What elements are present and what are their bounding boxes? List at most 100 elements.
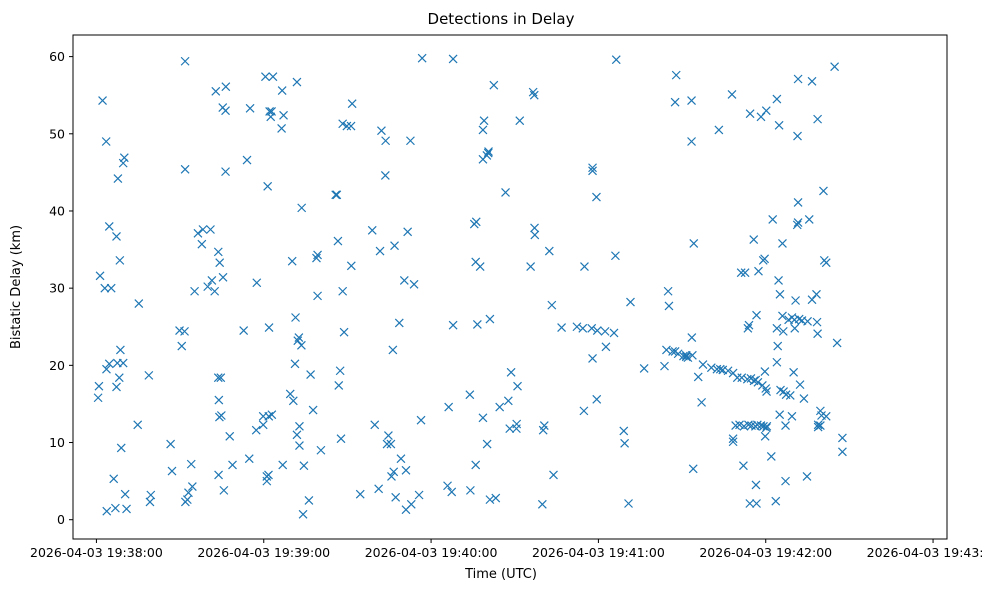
data-point-marker: [414, 490, 424, 500]
data-point-marker: [738, 461, 748, 471]
data-point-marker: [312, 253, 321, 263]
data-point-marker: [206, 225, 215, 234]
data-point-marker: [785, 391, 795, 400]
data-point-marker: [316, 445, 326, 455]
data-point-marker: [549, 470, 558, 480]
data-point-marker: [485, 314, 495, 324]
data-point-marker: [338, 119, 348, 129]
chart-title: Detections in Delay: [428, 10, 575, 28]
data-point-marker: [102, 364, 111, 374]
data-point-marker: [295, 421, 304, 431]
data-point-marker: [339, 327, 349, 337]
data-point-marker: [213, 373, 223, 383]
data-point-marker: [609, 328, 619, 338]
data-point-marker: [277, 86, 287, 95]
data-point-marker: [221, 167, 230, 177]
data-point-marker: [346, 261, 356, 271]
data-point-marker: [475, 262, 485, 271]
data-point-marker: [774, 276, 783, 285]
data-points: [93, 53, 847, 519]
data-point-marker: [673, 349, 683, 359]
data-point-marker: [813, 420, 823, 430]
data-point-marker: [180, 56, 190, 66]
data-point-marker: [610, 251, 620, 261]
data-point-marker: [813, 329, 823, 339]
data-point-marker: [291, 313, 300, 322]
data-point-marker: [98, 96, 107, 106]
data-point-marker: [761, 106, 771, 116]
data-point-marker: [116, 443, 126, 453]
data-point-marker: [102, 506, 112, 516]
data-point-marker: [787, 411, 797, 421]
data-point-marker: [406, 499, 416, 509]
y-tick-label: 10: [49, 435, 65, 450]
data-point-marker: [146, 490, 156, 500]
data-point-marker: [292, 430, 302, 440]
data-point-marker: [177, 341, 187, 351]
data-point-marker: [706, 363, 716, 373]
data-point-marker: [203, 282, 213, 292]
data-point-marker: [813, 114, 823, 124]
data-point-marker: [264, 470, 273, 480]
data-point-marker: [762, 387, 771, 397]
data-point-marker: [832, 338, 842, 348]
data-point-marker: [624, 499, 633, 508]
x-tick-label: 2026-04-03 19:39:00: [197, 545, 330, 560]
data-point-marker: [346, 121, 356, 131]
data-point-marker: [774, 120, 784, 130]
data-point-marker: [491, 493, 501, 503]
data-point-marker: [794, 314, 804, 324]
data-point-marker: [760, 431, 770, 441]
x-tick-label: 2026-04-03 19:43:00: [867, 545, 984, 560]
data-point-marker: [528, 87, 538, 97]
data-point-marker: [807, 76, 817, 86]
data-point-marker: [529, 90, 539, 100]
y-tick-label: 30: [49, 281, 65, 296]
x-axis-label: Time (UTC): [464, 567, 537, 582]
data-point-marker: [308, 405, 318, 415]
data-point-marker: [689, 238, 699, 248]
data-point-marker: [501, 188, 510, 197]
data-point-marker: [114, 373, 124, 383]
data-point-marker: [334, 380, 344, 390]
data-point-marker: [592, 394, 602, 404]
data-point-marker: [258, 420, 268, 430]
data-point-marker: [819, 186, 828, 196]
data-point-marker: [216, 373, 226, 383]
data-point-marker: [403, 227, 413, 237]
data-point-marker: [444, 402, 454, 412]
data-point-marker: [557, 323, 567, 332]
data-point-marker: [670, 97, 680, 107]
data-point-marker: [588, 163, 597, 173]
data-point-marker: [377, 126, 386, 136]
data-point-marker: [382, 439, 392, 449]
data-point-marker: [245, 103, 255, 113]
data-point-marker: [503, 396, 513, 406]
data-point-marker: [815, 421, 825, 430]
data-point-marker: [333, 236, 343, 246]
data-point-marker: [742, 374, 752, 384]
data-point-marker: [472, 320, 482, 329]
data-point-marker: [110, 503, 120, 513]
data-point-marker: [619, 426, 629, 436]
y-tick-label: 60: [49, 49, 65, 64]
x-tick-label: 2026-04-03 19:41:00: [532, 545, 665, 560]
data-point-marker: [417, 53, 427, 63]
data-point-marker: [285, 389, 295, 399]
data-point-marker: [626, 297, 635, 307]
data-point-marker: [267, 106, 276, 116]
data-point-marker: [789, 367, 799, 377]
data-point-marker: [799, 394, 809, 403]
data-point-marker: [355, 489, 365, 499]
data-point-marker: [112, 232, 121, 241]
data-point-marker: [268, 72, 278, 82]
x-tick-label: 2026-04-03 19:42:00: [699, 545, 832, 560]
data-point-marker: [744, 420, 753, 430]
data-point-marker: [620, 438, 630, 448]
data-point-marker: [112, 382, 121, 392]
data-point-marker: [671, 70, 681, 80]
data-point-marker: [115, 255, 125, 265]
y-tick-label: 50: [49, 126, 65, 141]
data-point-marker: [264, 411, 274, 421]
data-point-marker: [347, 99, 357, 109]
